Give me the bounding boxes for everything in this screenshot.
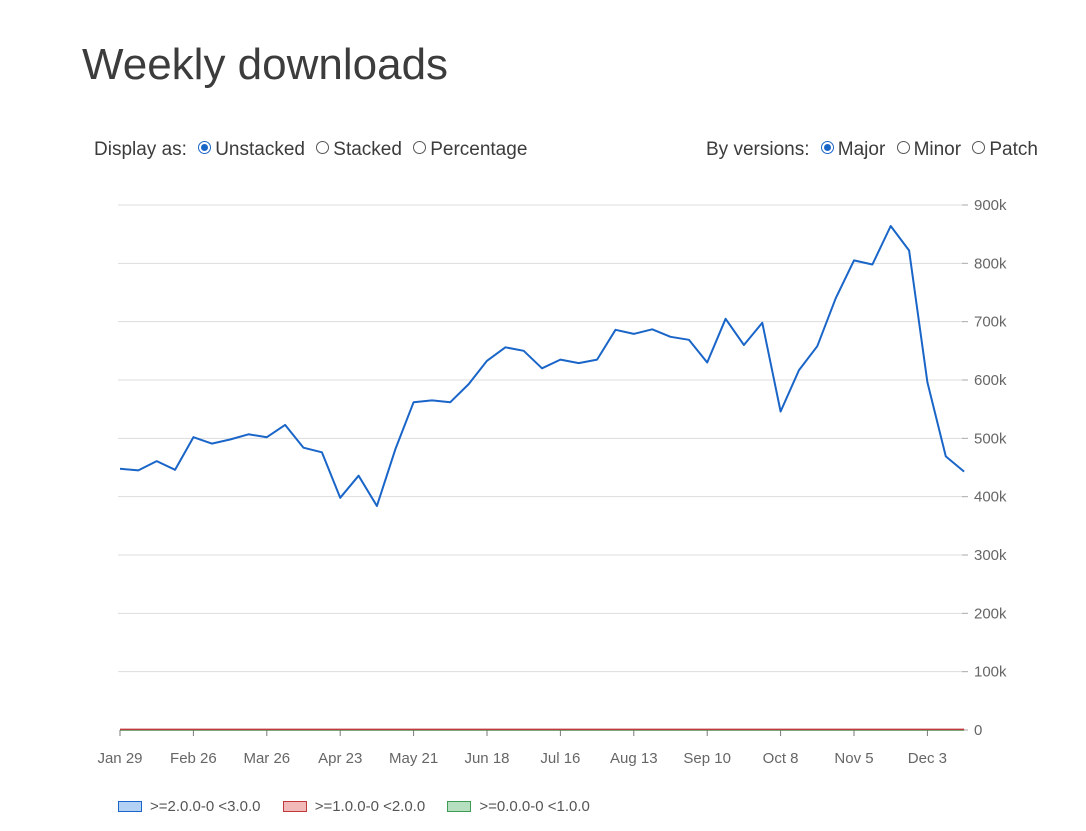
x-tick-label: Apr 23 [318,750,362,767]
version-option-major[interactable]: Major [820,139,886,161]
display-option-percentage[interactable]: Percentage [413,139,527,161]
y-tick-label: 0 [974,722,982,739]
y-tick-label: 500k [974,430,1007,447]
label-layer: 0 100k 200k 300k 400k 500k 600k 700k 800k 900k Jan… [97,197,1007,767]
legend-label: >=0.0.0-0 <1.0.0 [479,798,590,815]
x-tick-label: Oct 8 [763,750,799,767]
chart-legend: >=2.0.0-0 <3.0.0 >=1.0.0-0 <2.0.0 >=0.0.… [118,798,608,815]
option-label: Major [837,139,886,160]
y-tick-label: 600k [974,372,1007,389]
option-label: Minor [913,139,962,160]
radio-selected-icon[interactable] [198,141,212,155]
display-option-stacked[interactable]: Stacked [316,139,402,161]
page-title: Weekly downloads [82,40,449,89]
legend-swatch [447,800,472,812]
display-as-control: Display as: Unstacked Stacked Percentage [94,139,533,161]
display-option-unstacked[interactable]: Unstacked [198,139,305,161]
radio-empty-icon[interactable] [316,141,330,155]
series-line [119,225,965,507]
legend-label: >=2.0.0-0 <3.0.0 [150,798,261,815]
y-tick-label: 700k [974,314,1007,331]
x-tick-label: Sep 10 [683,750,731,767]
grid-layer [118,204,968,731]
radio-selected-icon[interactable] [820,141,834,155]
x-tick-label: Feb 26 [170,750,217,767]
option-label: Unstacked [215,139,305,160]
option-label: Patch [989,139,1038,160]
y-tick-label: 200k [974,605,1007,622]
legend-item-v0[interactable]: >=0.0.0-0 <1.0.0 [447,798,590,815]
x-tick-label: Dec 3 [908,750,947,767]
x-tick-label: Mar 26 [243,750,290,767]
y-tick-label: 400k [974,489,1007,506]
y-tick-label: 900k [974,197,1007,214]
x-tick-label: May 21 [389,750,438,767]
legend-item-v1[interactable]: >=1.0.0-0 <2.0.0 [282,798,426,815]
legend-swatch [118,800,142,812]
y-tick-label: 300k [974,547,1007,564]
y-tick-label: 800k [974,255,1007,272]
x-tick-label: Aug 13 [610,750,658,767]
display-as-label: Display as: [94,139,187,160]
x-tick-label: Jun 18 [464,750,509,767]
radio-empty-icon[interactable] [972,141,986,155]
series-layer [119,225,965,731]
radio-empty-icon[interactable] [413,141,427,155]
option-label: Stacked [333,139,402,160]
legend-item-v2[interactable]: >=2.0.0-0 <3.0.0 [118,798,261,815]
y-tick-label: 100k [974,664,1007,681]
legend-swatch [282,800,307,812]
legend-label: >=1.0.0-0 <2.0.0 [314,798,426,815]
x-tick-label: Jan 29 [97,750,142,767]
radio-empty-icon[interactable] [896,141,910,155]
x-tick-label: Nov 5 [834,750,873,767]
by-versions-label: By versions: [706,139,810,160]
axis-layer [119,729,964,736]
x-tick-label: Jul 16 [540,750,580,767]
version-option-patch[interactable]: Patch [972,139,1038,161]
option-label: Percentage [430,139,528,160]
by-versions-control: By versions: Major Minor Patch [706,139,1044,161]
version-option-minor[interactable]: Minor [896,139,962,161]
